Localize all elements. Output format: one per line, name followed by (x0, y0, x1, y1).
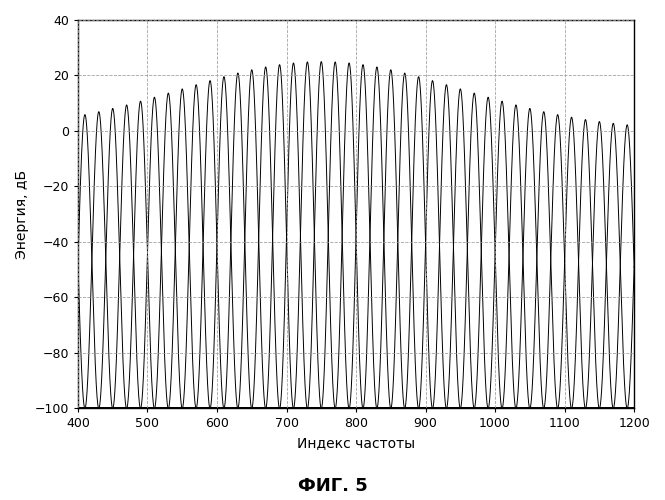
X-axis label: Индекс частоты: Индекс частоты (297, 436, 415, 450)
Y-axis label: Энергия, дБ: Энергия, дБ (15, 170, 29, 259)
Text: ФИГ. 5: ФИГ. 5 (298, 477, 367, 495)
